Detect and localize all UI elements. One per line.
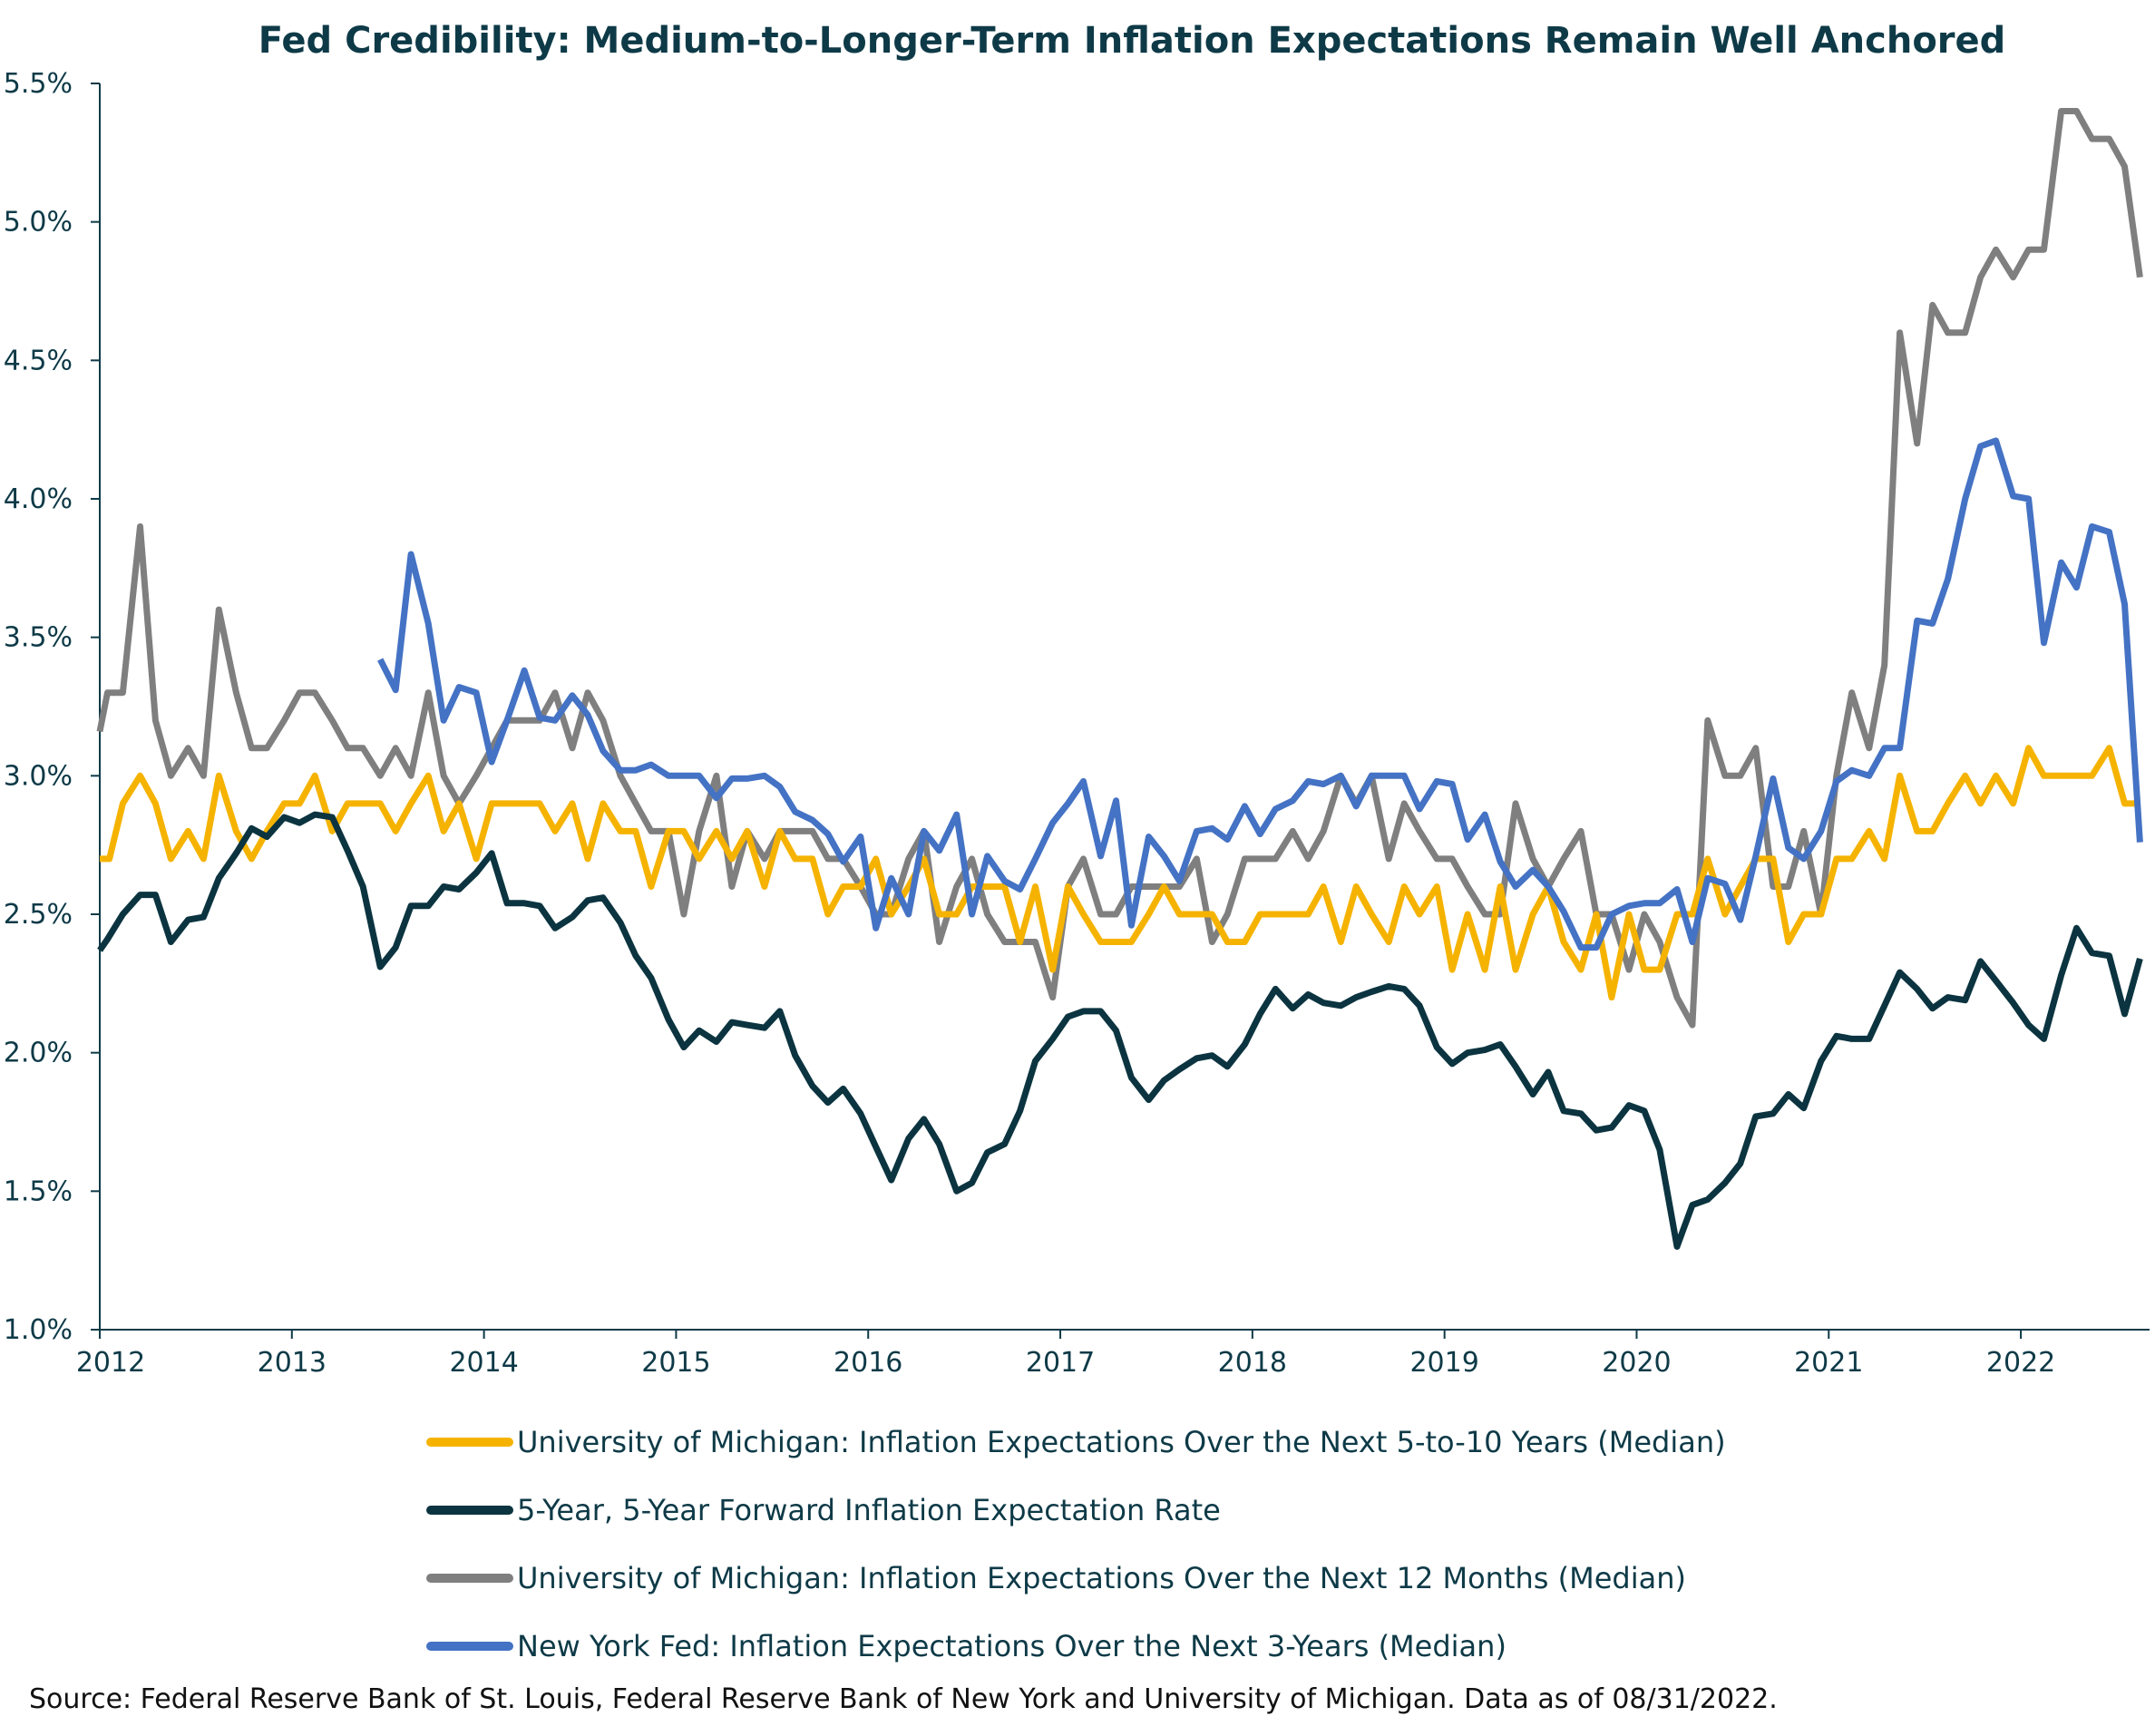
y-tick-label: 3.5%: [4, 622, 73, 654]
x-tick-label: 2021: [1794, 1347, 1863, 1379]
line-chart: 1.0% 1.5% 2.0% 2.5% 3.0% 3.5% 4.0% 4.5% 5.0% 5.5%…: [4, 68, 2150, 1379]
x-tick-label: 2012: [76, 1347, 145, 1379]
legend-item-umich-12m: University of Michigan: Inflation Expect…: [426, 1544, 1726, 1612]
legend-swatch-nyfed-3y: [426, 1641, 513, 1651]
nyfed-3y-line: [377, 437, 2143, 951]
legend-label-5y5y-forward: 5-Year, 5-Year Forward Inflation Expecta…: [517, 1492, 1221, 1527]
legend-swatch-5y5y-forward: [426, 1505, 513, 1515]
x-tick-label: 2015: [641, 1347, 710, 1379]
x-tick-label: 2014: [449, 1347, 518, 1379]
y-tick-label: 1.0%: [4, 1314, 73, 1346]
legend-item-5y5y-forward: 5-Year, 5-Year Forward Inflation Expecta…: [426, 1476, 1726, 1544]
x-tick-label: 2022: [1986, 1347, 2055, 1379]
legend-label-umich-12m: University of Michigan: Inflation Expect…: [517, 1560, 1686, 1595]
chart-title: Fed Credibility: Medium-to-Longer-Term I…: [258, 20, 2006, 62]
y-tick-label: 1.5%: [4, 1175, 73, 1207]
axes: 1.0% 1.5% 2.0% 2.5% 3.0% 3.5% 4.0% 4.5% 5.0% 5.5%…: [4, 68, 2150, 1379]
umich-5to10-line: [100, 745, 2140, 1001]
y-tick-label: 5.5%: [4, 68, 73, 100]
y-tick-label: 3.0%: [4, 760, 73, 792]
y-tick-label: 2.5%: [4, 899, 73, 931]
legend-swatch-umich-5to10: [426, 1437, 513, 1447]
legend-item-umich-5to10: University of Michigan: Inflation Expect…: [426, 1408, 1726, 1476]
x-tick-label: 2016: [834, 1347, 902, 1379]
source-note: Source: Federal Reserve Bank of St. Loui…: [29, 1683, 1778, 1715]
y-tick-label: 2.0%: [4, 1038, 73, 1069]
legend-swatch-umich-12m: [426, 1573, 513, 1583]
legend-label-nyfed-3y: New York Fed: Inflation Expectations Ove…: [517, 1628, 1507, 1663]
x-tick-label: 2013: [258, 1347, 327, 1379]
series-layer: [96, 108, 2143, 1250]
x-tick-label: 2020: [1602, 1347, 1671, 1379]
y-tick-label: 4.0%: [4, 483, 73, 515]
y-tick-label: 5.0%: [4, 207, 73, 239]
x-tick-label: 2019: [1409, 1347, 1478, 1379]
legend: University of Michigan: Inflation Expect…: [426, 1408, 1726, 1680]
y-tick-label: 4.5%: [4, 345, 73, 376]
x-tick-label: 2017: [1026, 1347, 1095, 1379]
legend-item-nyfed-3y: New York Fed: Inflation Expectations Ove…: [426, 1612, 1726, 1680]
forward-5y5y-line: [97, 811, 2143, 1250]
umich-12m-line: [96, 108, 2143, 1029]
legend-label-umich-5to10: University of Michigan: Inflation Expect…: [517, 1424, 1726, 1459]
x-tick-label: 2018: [1218, 1347, 1287, 1379]
